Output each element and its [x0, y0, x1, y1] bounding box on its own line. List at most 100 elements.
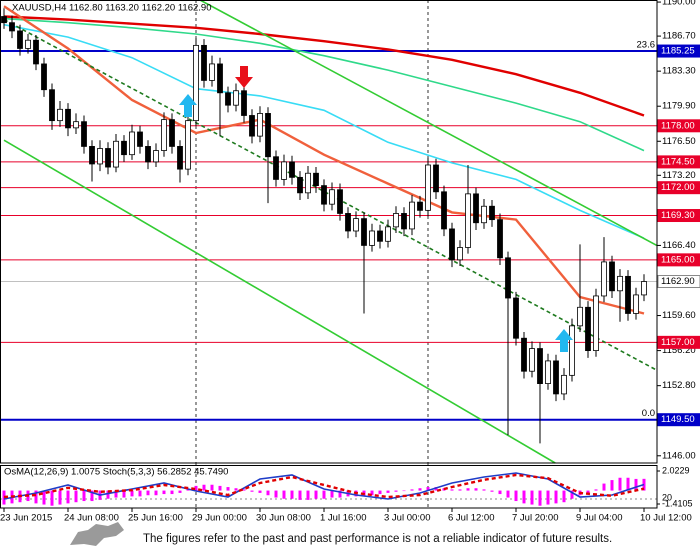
candle-body: [433, 164, 439, 193]
x-tick-label: 10 Jul 12:00: [640, 513, 692, 524]
indicator-line: [3, 15, 645, 117]
osma-bar: [426, 487, 430, 491]
level-tag: [657, 335, 700, 349]
osma-bar: [570, 490, 574, 499]
osma-bar: [402, 490, 406, 492]
level-label: 1149.50: [661, 414, 695, 425]
candle-body: [153, 150, 159, 163]
candle-body: [281, 161, 287, 180]
y-tick-label: 1183.30: [662, 66, 696, 77]
level-label: 1185.25: [661, 46, 695, 57]
osma-bar: [498, 490, 502, 495]
osma-bar: [626, 477, 630, 491]
candle-body: [585, 306, 591, 352]
candle-body: [9, 22, 15, 32]
osma-bar: [274, 490, 278, 498]
buy-arrow: [555, 329, 573, 352]
candle-body: [385, 226, 391, 242]
y-tick-label: 1159.60: [662, 310, 696, 321]
osma-bar: [506, 490, 510, 498]
candle-body: [17, 30, 23, 49]
candle-body: [289, 161, 295, 178]
osma-bar: [290, 490, 294, 499]
level-tag: [657, 119, 700, 133]
osma-bar: [522, 490, 526, 504]
indicator-line: [3, 139, 556, 464]
level-label: 1157.00: [661, 337, 695, 348]
osma-bar: [546, 490, 550, 505]
candle-body: [265, 113, 271, 158]
osma-bar: [554, 490, 558, 504]
osma-bar: [306, 490, 310, 500]
candle-body: [305, 172, 311, 194]
y-tick-label: 1186.70: [662, 31, 696, 42]
candle-body: [217, 63, 223, 94]
candle-body: [113, 140, 119, 168]
candle-body: [425, 164, 431, 211]
osma-bar: [482, 489, 486, 491]
candle-body: [337, 189, 343, 214]
level-label: 1169.30: [661, 210, 695, 221]
candle-body: [81, 121, 87, 147]
osma-bar: [618, 477, 622, 491]
osma-bar: [114, 490, 118, 498]
x-tick-label: 30 Jun 08:00: [256, 513, 311, 524]
y-tick-label: 1179.90: [662, 101, 696, 112]
candle-body: [345, 213, 351, 232]
level-tag: [657, 181, 700, 195]
candle-body: [601, 261, 607, 297]
osma-bar: [458, 489, 462, 491]
candle-body: [537, 348, 543, 384]
candle-body: [89, 146, 95, 165]
y-tick-label: 1173.20: [662, 170, 696, 181]
osma-bar: [586, 490, 590, 495]
y-tick-label: 1152.80: [662, 380, 696, 391]
osma-bar: [514, 490, 518, 502]
osma-bar: [218, 485, 222, 491]
x-tick-label: 3 Jul 00:00: [384, 513, 430, 524]
fib-label: 0.0: [642, 408, 655, 419]
candle-body: [49, 89, 55, 122]
candle-body: [249, 115, 255, 137]
osma-bar: [186, 489, 190, 491]
candle-body: [625, 275, 631, 314]
level-label: 1165.00: [661, 254, 695, 265]
candle-body: [129, 131, 135, 156]
osma-bar: [178, 490, 182, 493]
level-tag: [657, 413, 700, 427]
osma-bar: [386, 490, 390, 493]
candle-body: [201, 44, 207, 81]
indicator-line: [3, 5, 645, 315]
y-tick-label: 1166.40: [662, 240, 696, 251]
osma-bar: [314, 490, 318, 499]
candle-body: [641, 281, 647, 296]
osma-bar: [562, 490, 566, 503]
osc-tick-label: 2.0229: [662, 465, 690, 475]
level-tag: [657, 155, 700, 169]
osma-bar: [82, 490, 86, 502]
candle-body: [457, 247, 463, 261]
candle-body: [489, 205, 495, 221]
level-label: 1172.00: [661, 182, 695, 193]
candle-body: [545, 360, 551, 384]
candle-body: [561, 374, 567, 395]
candle-body: [529, 348, 535, 372]
indicator-line: [199, 0, 658, 247]
candle-body: [97, 148, 103, 165]
x-tick-label: 7 Jul 20:00: [512, 513, 558, 524]
candle-body: [233, 90, 239, 106]
candle-body: [297, 176, 303, 194]
level-tag: [657, 209, 700, 223]
osma-bar: [450, 489, 454, 491]
x-tick-label: 25 Jun 16:00: [128, 513, 183, 524]
osma-bar: [210, 484, 214, 491]
plot-layer: 1190.00 1186.70 1183.30 1179.90 1176.50 1173.…: [0, 0, 700, 524]
candle-body: [609, 261, 615, 292]
osma-bar: [530, 490, 534, 505]
candle-body: [185, 120, 191, 170]
candle-body: [273, 156, 279, 180]
disclaimer: The figures refer to the past and past p…: [143, 533, 612, 545]
